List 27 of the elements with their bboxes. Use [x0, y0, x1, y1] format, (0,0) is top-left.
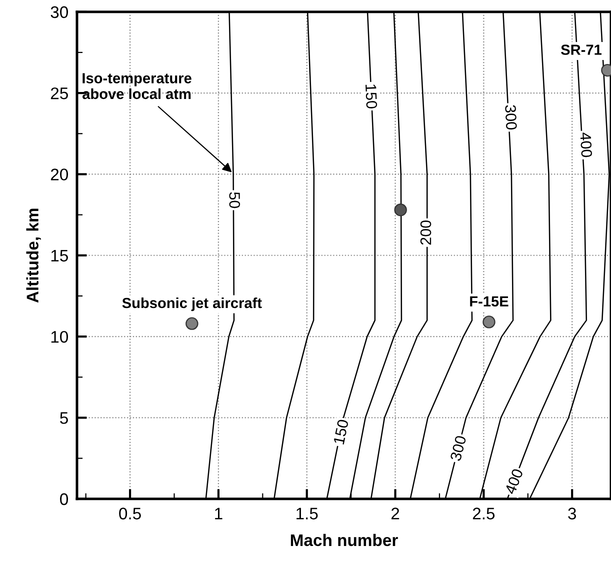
y-tick-label: 15 — [51, 250, 68, 262]
annotation: 150 — [365, 84, 378, 109]
annotation: 150 — [333, 419, 349, 444]
x-tick-label: 0.5 — [119, 508, 141, 520]
annotation: 400 — [580, 132, 592, 158]
annotation: 400 — [504, 468, 524, 495]
x-tick-label: 1.5 — [296, 508, 318, 520]
y-tick-label: 5 — [60, 412, 68, 424]
annotation: 300 — [450, 435, 466, 462]
annotation: 300 — [504, 104, 518, 130]
y-tick-label: 20 — [50, 168, 68, 180]
x-axis-title: Mach number — [290, 534, 398, 546]
annotation: SR-71 — [560, 44, 602, 55]
annotation: 200 — [420, 220, 432, 245]
y-tick-label: 0 — [60, 493, 68, 506]
y-axis-title: Altitude, km — [26, 208, 41, 303]
x-tick-label: 2.5 — [472, 508, 495, 520]
x-tick-label: 2 — [391, 508, 400, 520]
y-tick-label: 30 — [50, 6, 68, 18]
annotation: Subsonic jet aircraft — [122, 297, 262, 312]
annotation: F-15E — [470, 296, 508, 307]
x-tick-label: 1 — [215, 508, 222, 520]
y-tick-label: 25 — [50, 87, 68, 100]
annotation: 50 — [229, 192, 240, 208]
annotation: Iso-temperature above local atm — [82, 73, 192, 100]
y-tick-label: 10 — [51, 330, 68, 343]
x-tick-label: 3 — [568, 508, 576, 520]
